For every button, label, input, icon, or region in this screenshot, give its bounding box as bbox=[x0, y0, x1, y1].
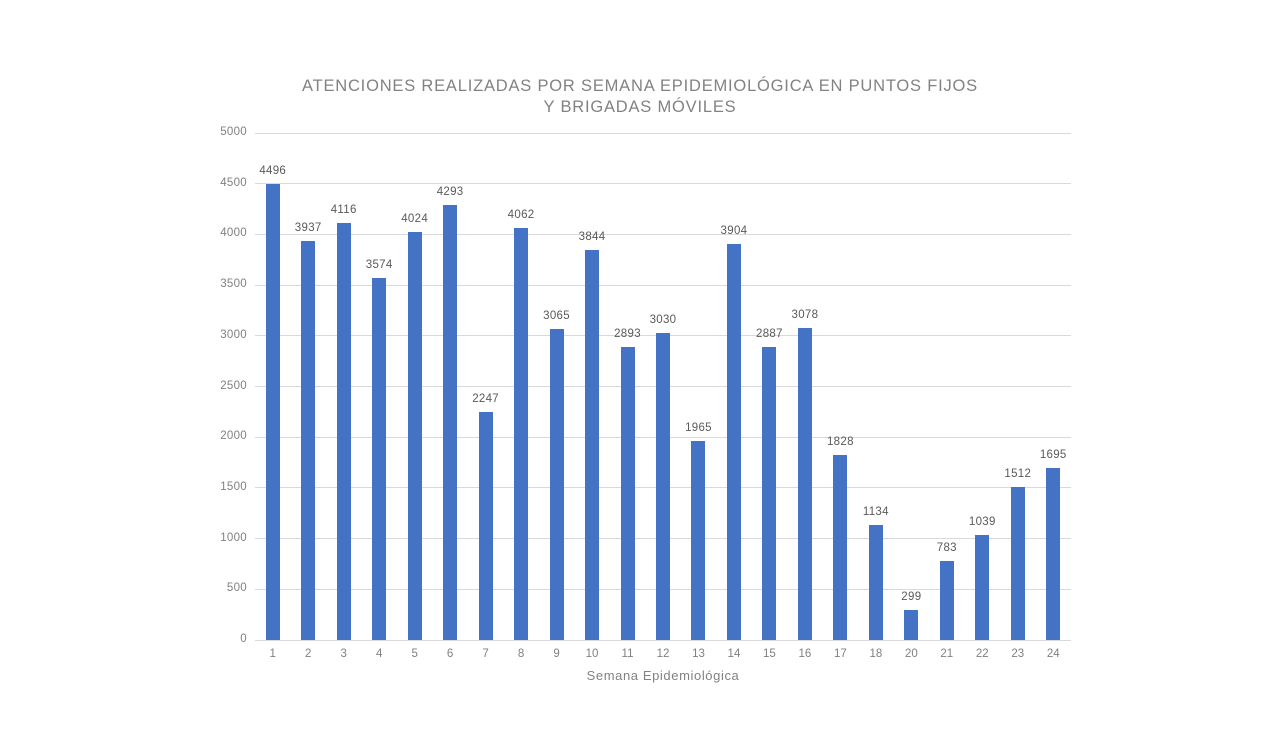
bar-week-14 bbox=[726, 244, 741, 640]
bar-week-3 bbox=[336, 223, 351, 640]
bar-week-18 bbox=[868, 525, 883, 640]
gridline-y-3500 bbox=[255, 284, 1071, 286]
bar-week-9 bbox=[549, 329, 564, 640]
x-tick-label: 10 bbox=[585, 648, 599, 660]
y-tick-label: 2000 bbox=[220, 430, 247, 443]
y-tick-label: 0 bbox=[240, 633, 247, 645]
bar-value-label: 4024 bbox=[401, 213, 429, 225]
x-tick-label: 23 bbox=[1011, 648, 1025, 660]
bar-value-label: 1134 bbox=[862, 506, 889, 518]
bar-week-16 bbox=[797, 328, 812, 640]
bar-value-label: 3937 bbox=[294, 222, 322, 234]
x-tick-label: 18 bbox=[869, 648, 883, 660]
chart-title: ATENCIONES REALIZADAS POR SEMANA EPIDEMI… bbox=[0, 76, 1280, 118]
y-tick-label: 1000 bbox=[220, 531, 247, 544]
x-axis-title: Semana Epidemiológica bbox=[586, 668, 740, 683]
bar-week-2 bbox=[301, 241, 316, 640]
bar-value-label: 2893 bbox=[614, 328, 641, 340]
bar-value-label: 4116 bbox=[330, 204, 357, 216]
x-tick-label: 22 bbox=[975, 648, 989, 660]
bar-week-10 bbox=[585, 250, 600, 640]
bar-value-label: 4062 bbox=[507, 209, 535, 221]
y-tick-label: 1500 bbox=[220, 480, 247, 493]
x-tick-label: 9 bbox=[553, 648, 560, 660]
y-tick-label: 5000 bbox=[220, 126, 247, 138]
bar-value-label: 3030 bbox=[649, 314, 677, 326]
x-tick-label: 13 bbox=[692, 648, 705, 660]
y-tick-label: 2500 bbox=[220, 379, 247, 392]
x-tick-label: 2 bbox=[305, 648, 312, 660]
bar-value-label: 4293 bbox=[436, 186, 464, 198]
bar-week-1 bbox=[265, 184, 280, 640]
y-tick-label: 4000 bbox=[220, 227, 247, 240]
y-tick-label: 3500 bbox=[220, 278, 247, 291]
bar-week-20 bbox=[904, 610, 919, 640]
x-tick-label: 8 bbox=[517, 648, 525, 660]
bar-value-label: 1828 bbox=[826, 436, 854, 448]
x-tick-label: 16 bbox=[798, 648, 812, 660]
bar-week-4 bbox=[372, 278, 387, 640]
bar-week-13 bbox=[691, 441, 706, 640]
x-tick-label: 12 bbox=[656, 648, 670, 660]
gridline-y-0 bbox=[255, 639, 1071, 641]
x-tick-label: 15 bbox=[763, 648, 776, 660]
bar-value-label: 1039 bbox=[968, 516, 996, 528]
bar-week-17 bbox=[833, 455, 848, 640]
y-tick-label: 4500 bbox=[220, 176, 247, 189]
x-tick-label: 14 bbox=[727, 648, 741, 660]
bar-value-label: 1965 bbox=[685, 422, 712, 434]
x-tick-label: 3 bbox=[340, 648, 347, 660]
y-tick-label: 500 bbox=[226, 582, 247, 595]
bar-week-22 bbox=[975, 535, 990, 640]
x-tick-label: 4 bbox=[375, 648, 383, 660]
chart-title-line2: Y BRIGADAS MÓVILES bbox=[543, 98, 737, 116]
bar-week-6 bbox=[443, 205, 458, 640]
y-tick-label: 3000 bbox=[220, 328, 247, 341]
bar-week-8 bbox=[514, 228, 529, 640]
gridline-y-4000 bbox=[255, 233, 1071, 235]
bar-value-label: 299 bbox=[901, 591, 922, 603]
bar-value-label: 2887 bbox=[756, 328, 783, 340]
bar-value-label: 783 bbox=[936, 542, 957, 554]
x-tick-label: 21 bbox=[940, 648, 954, 660]
bar-week-11 bbox=[620, 347, 635, 640]
gridline-y-4500 bbox=[255, 183, 1071, 185]
bar-week-21 bbox=[939, 561, 954, 640]
bar-value-label: 1695 bbox=[1039, 449, 1067, 461]
chart-title-line1: ATENCIONES REALIZADAS POR SEMANA EPIDEMI… bbox=[301, 77, 978, 95]
bar-value-label: 4496 bbox=[259, 165, 287, 177]
bar-week-15 bbox=[762, 347, 777, 640]
bar-week-5 bbox=[407, 232, 422, 640]
bar-value-label: 3574 bbox=[365, 259, 393, 271]
x-tick-label: 5 bbox=[411, 648, 418, 660]
bar-week-24 bbox=[1046, 468, 1061, 640]
bar-value-label: 3904 bbox=[720, 225, 748, 237]
bar-week-12 bbox=[656, 333, 670, 640]
x-tick-label: 11 bbox=[621, 648, 634, 660]
bar-value-label: 3844 bbox=[578, 231, 606, 243]
bar-value-label: 2247 bbox=[472, 393, 499, 405]
x-tick-label: 6 bbox=[446, 648, 454, 660]
bar-value-label: 3065 bbox=[543, 310, 570, 322]
x-tick-label: 24 bbox=[1046, 648, 1060, 660]
bar-week-23 bbox=[1010, 487, 1025, 640]
gridline-y-5000 bbox=[255, 132, 1071, 134]
bar-value-label: 3078 bbox=[791, 309, 819, 321]
x-tick-label: 20 bbox=[904, 648, 918, 660]
x-tick-label: 1 bbox=[269, 648, 276, 660]
bar-value-label: 1512 bbox=[1004, 468, 1032, 480]
x-tick-label: 7 bbox=[482, 648, 489, 660]
x-tick-label: 17 bbox=[833, 648, 847, 660]
bar-week-7 bbox=[478, 412, 493, 640]
